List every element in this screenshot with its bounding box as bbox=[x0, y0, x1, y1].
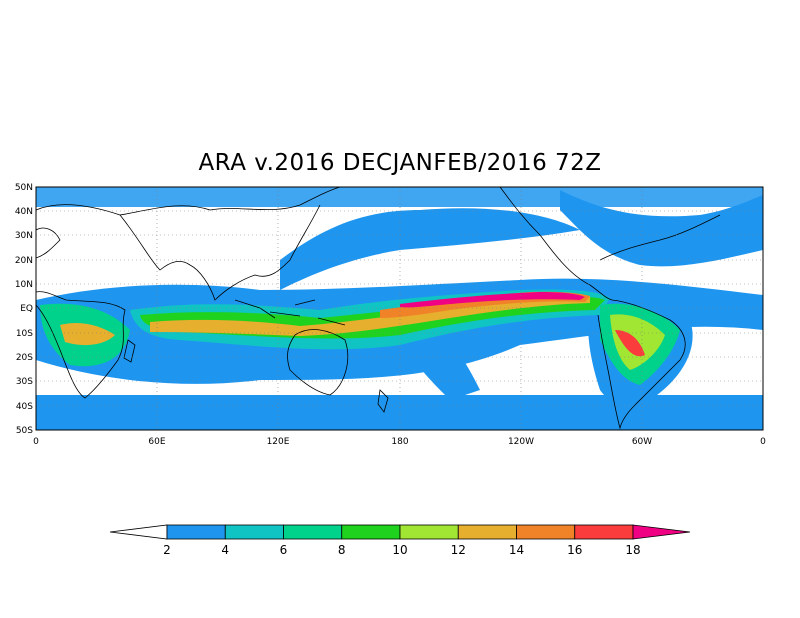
lat-label: 50N bbox=[15, 183, 33, 193]
colorbar-arrow-low bbox=[109, 524, 168, 540]
lat-label: 10S bbox=[16, 329, 33, 339]
colorbar-tick-label: 18 bbox=[625, 543, 640, 557]
colorbar-tick-label: 10 bbox=[392, 543, 407, 557]
precipitation-field bbox=[36, 187, 763, 430]
lat-label: 30S bbox=[16, 377, 33, 387]
colorbar-segment bbox=[574, 524, 634, 540]
colorbar-segment bbox=[166, 524, 226, 540]
lat-label: 50S bbox=[16, 426, 33, 436]
colorbar-segment bbox=[283, 524, 343, 540]
lat-label: 20S bbox=[16, 353, 33, 363]
lat-labels: 50N 40N 30N 20N 10N EQ 10S 20S 30S 40S 5… bbox=[15, 183, 33, 436]
lon-label: 0 bbox=[760, 437, 766, 447]
colorbar-tick-label: 2 bbox=[163, 543, 171, 557]
map-plot-area bbox=[35, 186, 764, 431]
lat-label: 20N bbox=[15, 256, 33, 266]
colorbar-tick-label: 4 bbox=[221, 543, 229, 557]
colorbar: 2 4 6 8 10 12 14 16 18 bbox=[109, 524, 691, 557]
lon-label: 0 bbox=[33, 437, 39, 447]
colorbar-tick-label: 16 bbox=[567, 543, 582, 557]
lon-label: 180 bbox=[391, 437, 408, 447]
lat-label: 30N bbox=[15, 231, 33, 241]
lat-label: 10N bbox=[15, 280, 33, 290]
lon-label: 60E bbox=[148, 437, 165, 447]
colorbar-segment bbox=[341, 524, 401, 540]
lon-label: 60W bbox=[632, 437, 652, 447]
colorbar-segment bbox=[224, 524, 284, 540]
colorbar-segment bbox=[516, 524, 576, 540]
map-title: ARA v.2016 DECJANFEB/2016 72Z bbox=[198, 150, 602, 176]
lon-label: 120E bbox=[267, 437, 290, 447]
colorbar-tick-label: 6 bbox=[280, 543, 288, 557]
colorbar-segment bbox=[399, 524, 459, 540]
colorbar-tick-label: 14 bbox=[509, 543, 524, 557]
lon-label: 120W bbox=[508, 437, 534, 447]
lat-label: 40S bbox=[16, 402, 33, 412]
lat-label: 40N bbox=[15, 207, 33, 217]
colorbar-segment bbox=[457, 524, 517, 540]
colorbar-tick-label: 8 bbox=[338, 543, 346, 557]
colorbar-tick-label: 12 bbox=[451, 543, 466, 557]
colorbar-arrow-high bbox=[632, 524, 691, 540]
lon-labels: 0 60E 120E 180 120W 60W 0 bbox=[33, 437, 766, 447]
map-graticule bbox=[36, 187, 763, 430]
lat-label: EQ bbox=[20, 304, 33, 314]
map-frame bbox=[35, 186, 764, 431]
